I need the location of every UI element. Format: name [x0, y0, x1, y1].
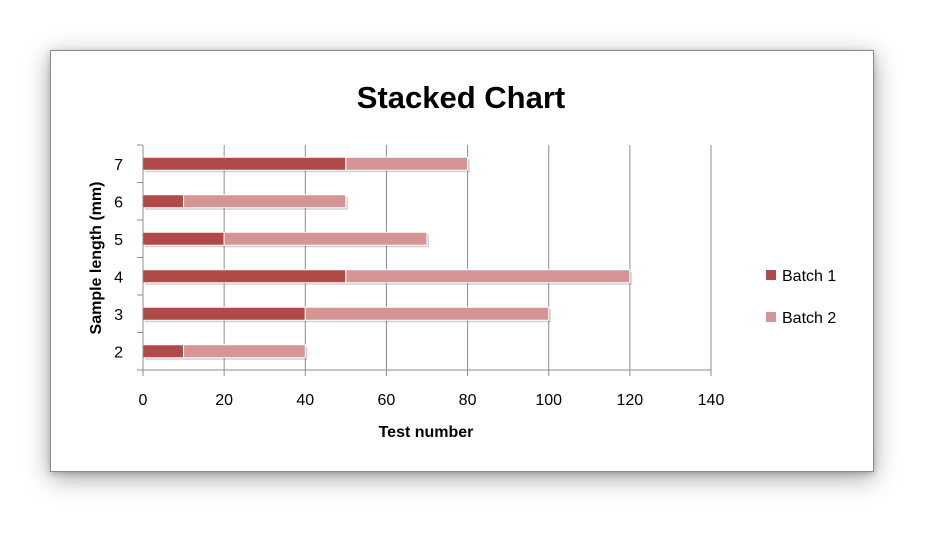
bar-batch-1-3	[142, 306, 306, 321]
bar-batch-2-2	[183, 344, 306, 359]
y-tick-label-2: 2	[114, 344, 123, 361]
bar-batch-2-3	[304, 306, 550, 321]
bar-batch-1-4	[142, 269, 347, 284]
x-tick-label: 40	[296, 392, 314, 409]
legend-swatch-batch-1	[766, 270, 776, 280]
y-tick-label-6: 6	[114, 194, 123, 211]
x-tick-label: 20	[215, 392, 233, 409]
y-tick-label-7: 7	[114, 157, 123, 174]
bar-batch-1-6	[142, 194, 185, 209]
legend-label-batch-1: Batch 1	[782, 268, 836, 285]
bar-batch-2-4	[345, 269, 631, 284]
x-tick-label: 100	[535, 392, 562, 409]
bar-batch-1-2	[142, 344, 185, 359]
bar-batch-2-6	[183, 194, 347, 209]
x-tick-labels: 0 20 40 60 80 100 120 140	[139, 392, 725, 409]
gridlines	[223, 145, 712, 370]
chart-title: Stacked Chart	[357, 80, 565, 115]
axes	[137, 144, 712, 376]
legend-swatch-batch-2	[766, 312, 776, 322]
x-tick-label: 140	[698, 392, 725, 409]
y-tick-label-4: 4	[114, 269, 123, 286]
bar-batch-2-5	[223, 231, 428, 246]
x-axis-title: Test number	[379, 424, 474, 441]
x-tick-label: 120	[617, 392, 644, 409]
y-axis-title: Sample length (mm)	[88, 182, 105, 335]
bar-batch-1-5	[142, 231, 225, 246]
bar-batch-1-7	[142, 156, 347, 171]
legend-label-batch-2: Batch 2	[782, 310, 836, 327]
chart-frame	[50, 50, 874, 472]
y-tick-label-5: 5	[114, 232, 123, 249]
x-tick-label: 0	[139, 392, 148, 409]
bar-batch-2-7	[345, 156, 469, 171]
legend: Batch 1 Batch 2	[766, 268, 836, 327]
y-tick-labels: 2 3 4 5 6 7	[114, 157, 123, 362]
x-tick-label: 60	[378, 392, 396, 409]
x-tick-label: 80	[459, 392, 477, 409]
y-tick-label-3: 3	[114, 307, 123, 324]
bars	[142, 156, 632, 360]
